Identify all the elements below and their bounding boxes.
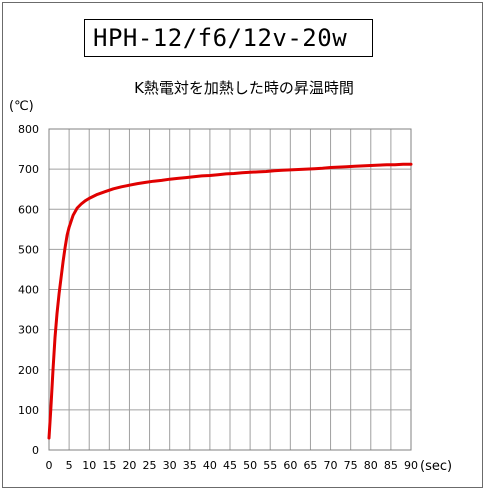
x-tick-label: 75 xyxy=(344,459,358,472)
grid xyxy=(48,128,412,451)
x-tick-label: 25 xyxy=(143,459,157,472)
y-tick-label: 200 xyxy=(18,364,39,377)
x-tick-label: 35 xyxy=(183,459,197,472)
x-tick-label: 55 xyxy=(263,459,277,472)
y-axis-unit: (℃) xyxy=(9,99,34,114)
y-tick-label: 400 xyxy=(18,284,39,297)
tick-labels: 0 5 10 15 20 25 30 35 40 45 50 55 60 65 70 75 80 85 900100… xyxy=(18,123,418,472)
x-tick-label: 15 xyxy=(102,459,116,472)
x-tick-label: 5 xyxy=(66,459,73,472)
x-tick-label: 20 xyxy=(122,459,136,472)
y-tick-label: 800 xyxy=(18,123,39,136)
x-tick-label: 50 xyxy=(243,459,257,472)
x-tick-label: 65 xyxy=(303,459,317,472)
x-tick-label: 85 xyxy=(384,459,398,472)
model-title: HPH-12/f6/12v-20w xyxy=(93,24,348,52)
x-tick-label: 40 xyxy=(203,459,217,472)
y-tick-label: 0 xyxy=(32,444,39,457)
y-tick-label: 500 xyxy=(18,243,39,256)
x-tick-label: 90 xyxy=(404,459,418,472)
x-tick-label: 70 xyxy=(324,459,338,472)
y-tick-label: 700 xyxy=(18,163,39,176)
chart-frame xyxy=(2,2,483,488)
x-tick-label: 45 xyxy=(223,459,237,472)
y-tick-label: 600 xyxy=(18,203,39,216)
x-tick-label: 80 xyxy=(364,459,378,472)
y-tick-label: 100 xyxy=(18,404,39,417)
chart-title: K熱電対を加熱した時の昇温時間 xyxy=(134,79,354,97)
y-tick-label: 300 xyxy=(18,324,39,337)
x-tick-label: 10 xyxy=(82,459,96,472)
x-tick-label: 0 xyxy=(46,459,53,472)
x-tick-label: 60 xyxy=(283,459,297,472)
x-axis-unit: (sec) xyxy=(420,459,452,474)
temperature-series-line xyxy=(47,162,413,440)
model-title-box: HPH-12/f6/12v-20w xyxy=(84,19,373,57)
x-tick-label: 30 xyxy=(163,459,177,472)
plot-area-border xyxy=(48,128,412,451)
